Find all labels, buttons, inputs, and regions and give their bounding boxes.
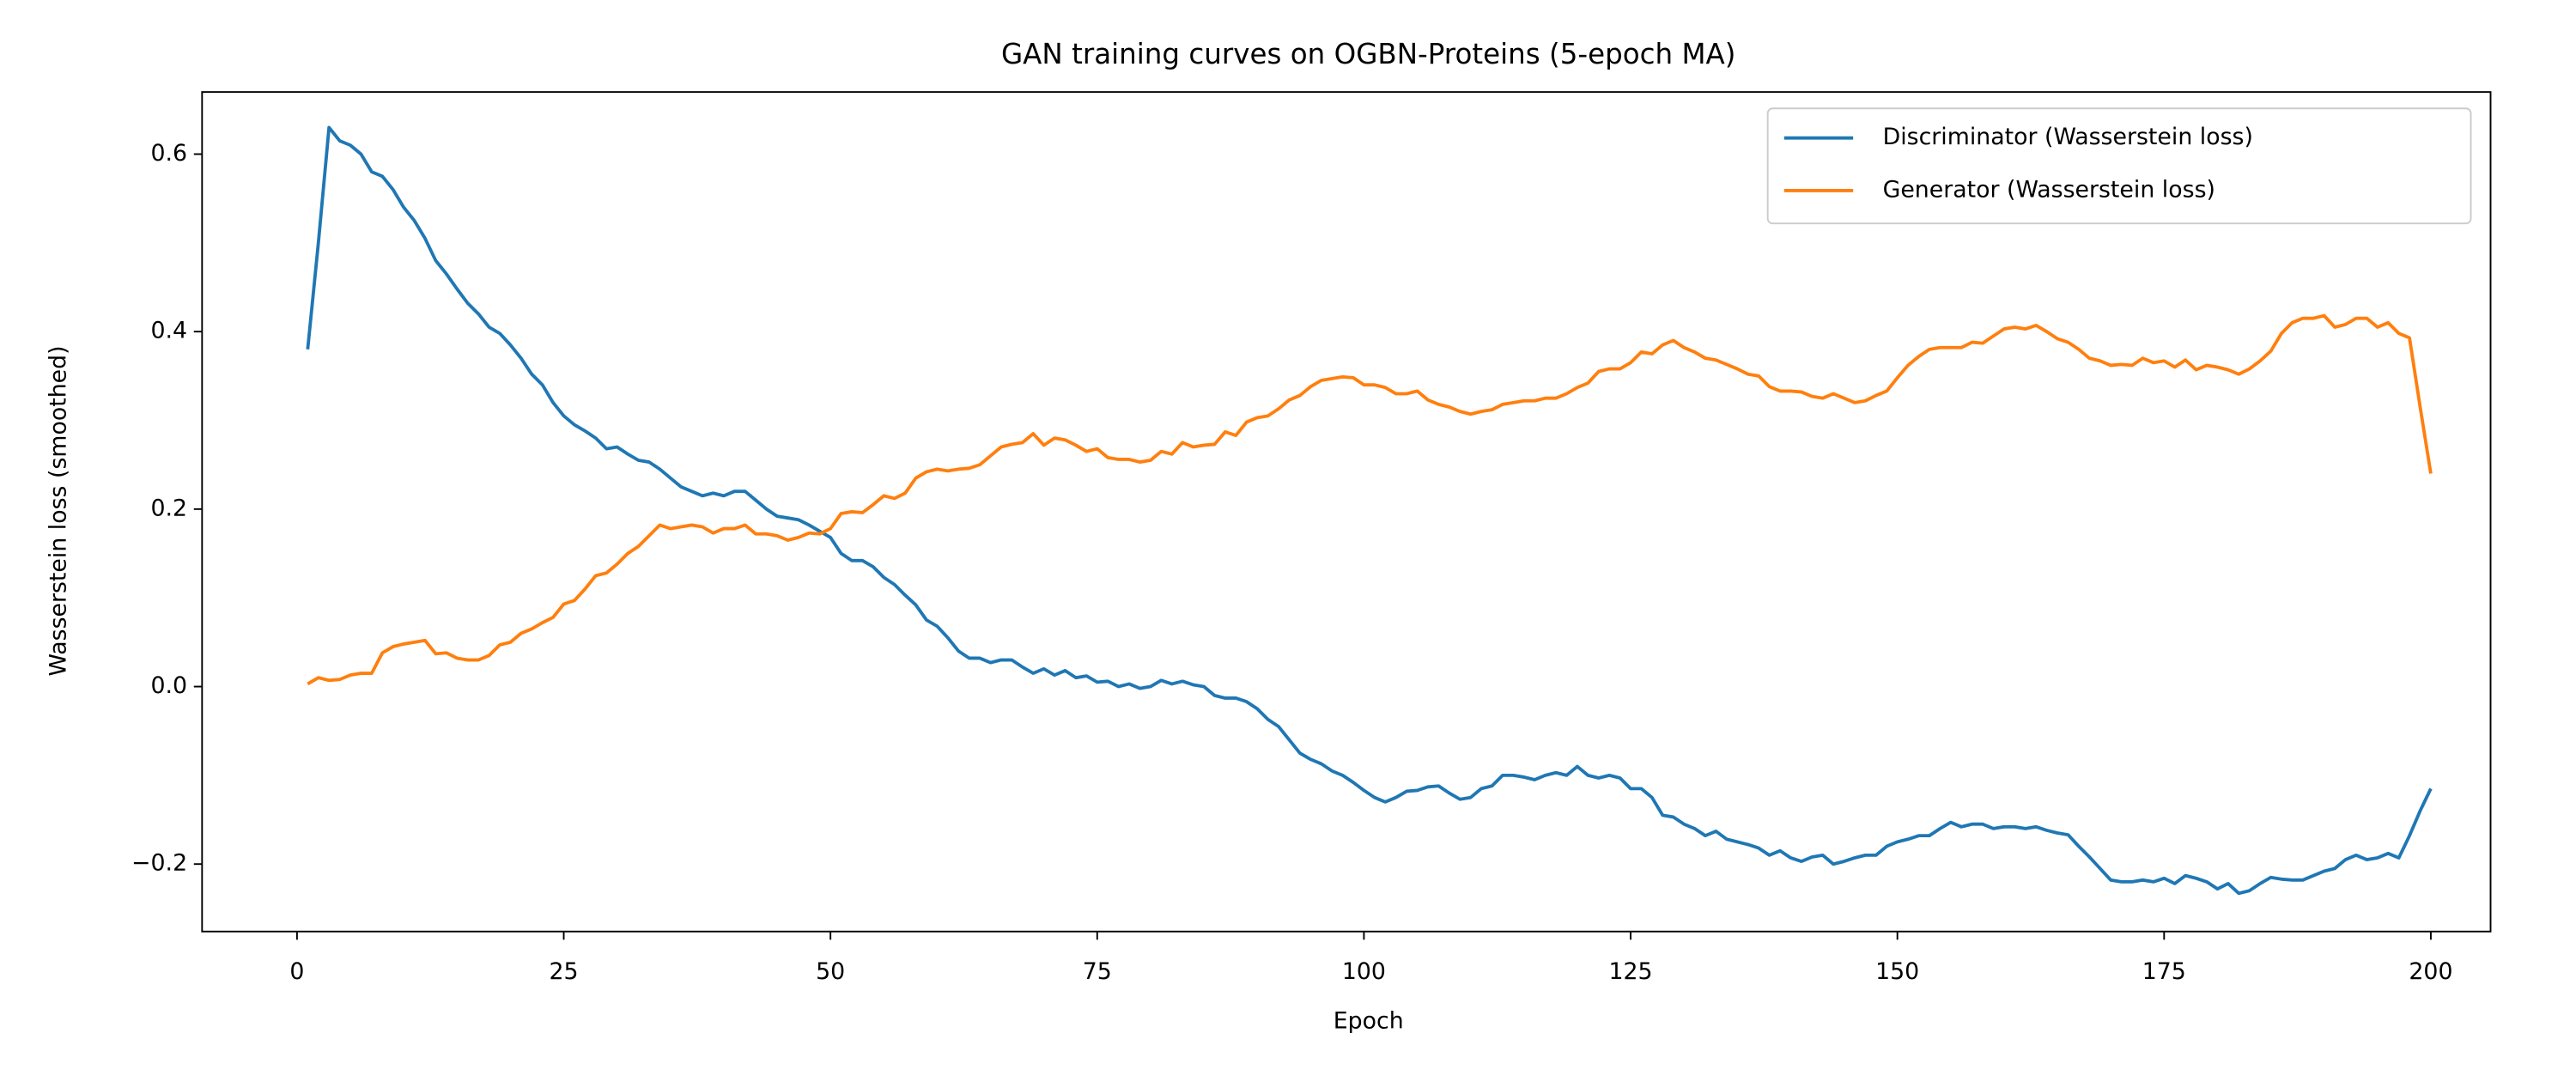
- y-tick-label: 0.2: [151, 495, 188, 521]
- x-tick-label: 75: [1083, 958, 1112, 985]
- legend-label: Generator (Wasserstein loss): [1883, 176, 2215, 203]
- y-tick-label: 0.6: [151, 140, 188, 167]
- series-line: [307, 313, 2433, 686]
- chart-title: GAN training curves on OGBN-Proteins (5-…: [1001, 38, 1736, 70]
- x-tick-label: 50: [816, 958, 845, 985]
- x-tick-label: 125: [1609, 958, 1653, 985]
- y-tick-label: 0.4: [151, 318, 188, 344]
- legend-label: Discriminator (Wasserstein loss): [1883, 124, 2253, 150]
- x-tick-label: 175: [2142, 958, 2186, 985]
- y-axis-label: Wasserstein loss (smoothed): [45, 345, 71, 676]
- x-tick-label: 25: [550, 958, 579, 985]
- plot-frame: [201, 91, 2492, 933]
- x-axis-label: Epoch: [1334, 1007, 1404, 1034]
- legend: Discriminator (Wasserstein loss) Generato…: [1766, 107, 2472, 225]
- legend-box: [1766, 107, 2472, 225]
- x-tick-label: 200: [2409, 958, 2452, 985]
- y-tick-label: −0.2: [131, 850, 187, 877]
- x-tick-label: 100: [1342, 958, 1386, 985]
- series-line: [306, 125, 2433, 896]
- y-tick-label: 0.0: [151, 672, 188, 699]
- x-tick-label: 0: [289, 958, 304, 985]
- x-tick-label: 150: [1875, 958, 1919, 985]
